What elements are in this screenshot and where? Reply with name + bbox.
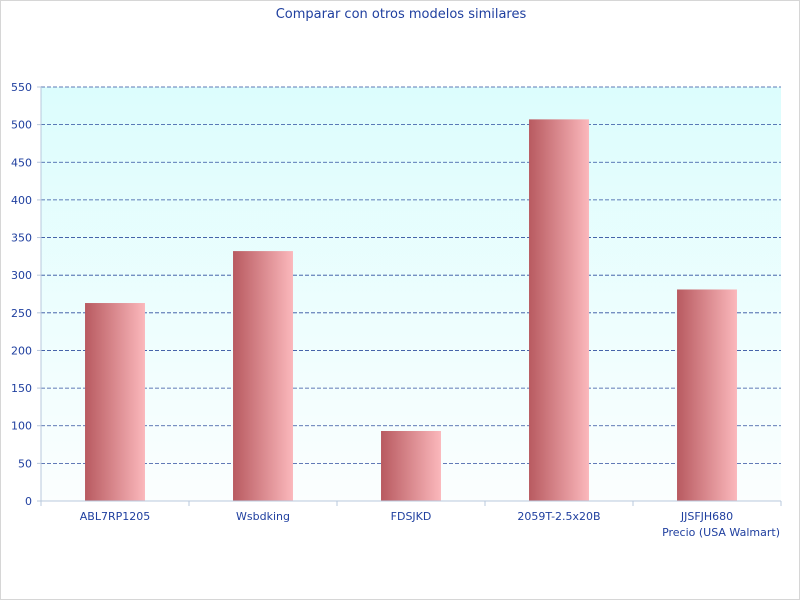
y-tick-label: 100	[11, 420, 32, 433]
bar	[85, 303, 145, 501]
bar	[677, 289, 737, 501]
x-category-label: JJSFJH680	[680, 510, 733, 523]
y-tick-label: 550	[11, 81, 32, 94]
x-category-label: 2059T-2.5x20B	[517, 510, 600, 523]
bar	[529, 119, 589, 501]
gridlines	[41, 86, 781, 464]
y-tick-label: 450	[11, 156, 32, 169]
chart-title: Comparar con otros modelos similares	[276, 7, 527, 22]
y-tick-label: 250	[11, 307, 32, 320]
bar	[381, 430, 441, 501]
y-tick-label: 300	[11, 269, 32, 282]
x-category-label: FDSJKD	[391, 510, 432, 523]
x-axis-title: Precio (USA Walmart)	[662, 526, 780, 539]
bar	[233, 251, 293, 501]
y-tick-label: 400	[11, 194, 32, 207]
bars	[85, 119, 737, 501]
y-tick-label: 150	[11, 382, 32, 395]
y-tick-label: 200	[11, 344, 32, 357]
axes: 0 50 100 150 200 250 300 350 400 450 500 550 ABL7RP1…	[11, 81, 782, 523]
y-tick-label: 50	[18, 457, 32, 470]
y-tick-label: 0	[25, 495, 32, 508]
x-category-label: Wsbdking	[236, 510, 290, 523]
x-category-label: ABL7RP1205	[80, 510, 150, 523]
y-tick-label: 500	[11, 119, 32, 132]
y-tick-label: 350	[11, 232, 32, 245]
